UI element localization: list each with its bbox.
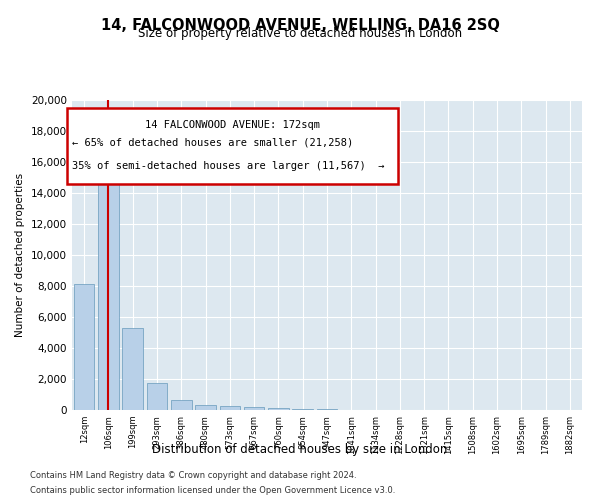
Text: 35% of semi-detached houses are larger (11,567)  →: 35% of semi-detached houses are larger (… xyxy=(72,162,385,172)
Bar xyxy=(122,328,143,410)
Text: ← 65% of detached houses are smaller (21,258): ← 65% of detached houses are smaller (21… xyxy=(72,138,353,147)
Bar xyxy=(74,284,94,410)
Text: 14, FALCONWOOD AVENUE, WELLING, DA16 2SQ: 14, FALCONWOOD AVENUE, WELLING, DA16 2SQ xyxy=(101,18,499,32)
Bar xyxy=(292,409,313,410)
Bar xyxy=(98,152,119,410)
Bar xyxy=(146,383,167,410)
Text: Distribution of detached houses by size in London: Distribution of detached houses by size … xyxy=(152,444,448,456)
Bar xyxy=(268,408,289,410)
Text: Size of property relative to detached houses in London: Size of property relative to detached ho… xyxy=(138,28,462,40)
Text: Contains HM Land Registry data © Crown copyright and database right 2024.: Contains HM Land Registry data © Crown c… xyxy=(30,471,356,480)
Bar xyxy=(67,108,398,184)
Bar xyxy=(244,407,265,410)
Text: Contains public sector information licensed under the Open Government Licence v3: Contains public sector information licen… xyxy=(30,486,395,495)
Bar xyxy=(220,406,240,410)
Y-axis label: Number of detached properties: Number of detached properties xyxy=(16,173,25,337)
Text: 14 FALCONWOOD AVENUE: 172sqm: 14 FALCONWOOD AVENUE: 172sqm xyxy=(145,120,320,130)
Bar xyxy=(195,404,216,410)
Bar xyxy=(171,400,191,410)
Bar xyxy=(317,409,337,410)
